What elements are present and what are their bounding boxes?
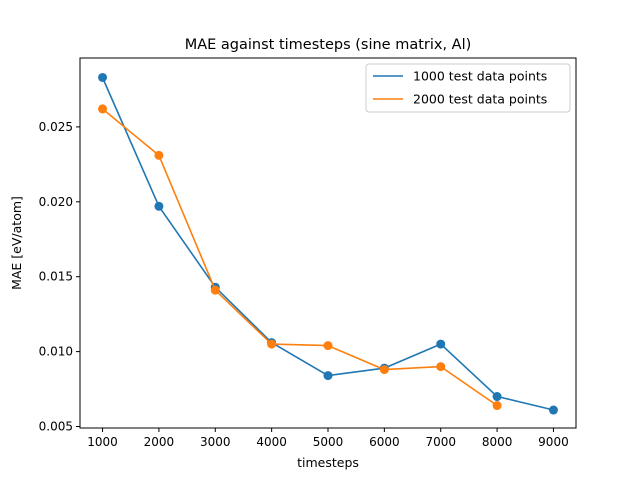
data-point-series-1 <box>436 339 446 349</box>
x-tick-label: 2000 <box>144 435 175 449</box>
chart-title: MAE against timesteps (sine matrix, Al) <box>185 37 472 53</box>
legend-label-2: 2000 test data points <box>413 92 547 107</box>
data-point-series-1 <box>492 392 502 402</box>
data-point-series-1 <box>98 72 108 82</box>
x-tick-label: 5000 <box>313 435 344 449</box>
legend-box <box>365 63 571 113</box>
x-axis-label: timesteps <box>297 455 359 470</box>
y-tick-label: 0.020 <box>39 195 73 209</box>
y-axis-ticks: 0.005 0.010 0.015 0.020 0.025 <box>39 120 80 434</box>
y-tick-label: 0.005 <box>39 420 73 434</box>
data-point-series-2 <box>323 341 333 351</box>
y-tick-label: 0.025 <box>39 120 73 134</box>
y-axis-label: MAE [eV/atom] <box>9 196 24 290</box>
legend: 1000 test data points 2000 test data poin… <box>365 63 571 113</box>
x-tick-label: 4000 <box>256 435 287 449</box>
series-line-2 <box>101 108 498 407</box>
y-tick-label: 0.010 <box>39 345 73 359</box>
data-point-series-2 <box>154 150 164 160</box>
plot-area <box>98 72 558 415</box>
axes-frame <box>79 57 577 429</box>
data-point-series-1 <box>154 201 164 211</box>
y-tick-label: 0.015 <box>39 270 73 284</box>
data-point-series-1 <box>323 371 333 381</box>
data-point-series-2 <box>492 401 502 411</box>
data-point-series-2 <box>267 339 277 349</box>
legend-label-1: 1000 test data points <box>413 69 547 84</box>
data-point-series-2 <box>98 104 108 114</box>
x-tick-label: 1000 <box>87 435 118 449</box>
data-point-series-2 <box>379 365 389 375</box>
x-tick-label: 6000 <box>369 435 400 449</box>
data-point-series-1 <box>548 405 558 415</box>
x-axis-ticks: 1000 2000 3000 4000 5000 6000 7000 8000 9000 <box>87 428 569 449</box>
x-tick-label: 9000 <box>538 435 569 449</box>
x-tick-label: 8000 <box>482 435 513 449</box>
data-point-series-2 <box>210 285 220 295</box>
data-point-series-2 <box>436 362 446 372</box>
x-tick-label: 3000 <box>200 435 231 449</box>
x-tick-label: 7000 <box>425 435 456 449</box>
